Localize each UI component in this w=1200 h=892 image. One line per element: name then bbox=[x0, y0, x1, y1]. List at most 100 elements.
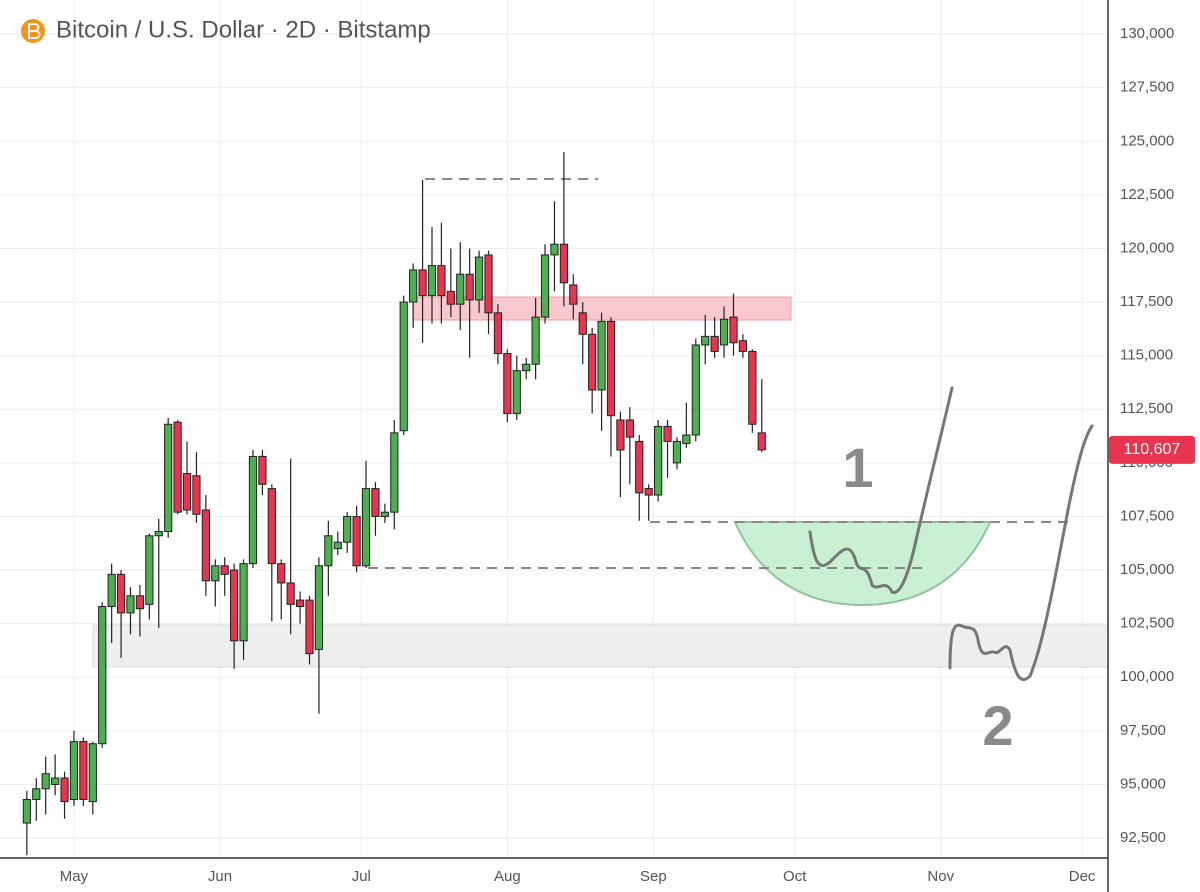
path-sketch bbox=[948, 424, 1094, 682]
candle-body bbox=[60, 777, 69, 803]
y-tick-label: 95,000 bbox=[1120, 775, 1166, 792]
candle-body bbox=[51, 777, 60, 785]
candle-body bbox=[465, 273, 474, 301]
candle-body bbox=[380, 511, 389, 517]
candle-body bbox=[446, 290, 455, 305]
candle-body bbox=[578, 312, 587, 335]
y-tick-label: 130,000 bbox=[1120, 25, 1174, 42]
candle-body bbox=[616, 419, 625, 451]
y-tick-label: 120,000 bbox=[1120, 239, 1174, 256]
candle-body bbox=[248, 455, 258, 565]
candle-body bbox=[32, 788, 41, 800]
y-tick-label: 115,000 bbox=[1120, 347, 1173, 364]
candle-body bbox=[644, 488, 653, 496]
y-tick-label: 97,500 bbox=[1120, 722, 1166, 739]
y-tick-label: 112,500 bbox=[1120, 400, 1173, 417]
x-tick-label: Oct bbox=[783, 868, 807, 885]
candle-body bbox=[230, 569, 239, 642]
last-price-label: 110,607 bbox=[1124, 441, 1181, 458]
y-tick-label: 127,500 bbox=[1120, 79, 1174, 96]
candle-body bbox=[173, 421, 182, 513]
candle-body bbox=[277, 563, 286, 584]
candle-body bbox=[390, 432, 399, 513]
candle-body bbox=[352, 515, 361, 567]
scenario-label: 1 bbox=[842, 436, 873, 499]
candle-body bbox=[258, 455, 267, 485]
candle-body bbox=[635, 440, 644, 494]
candle-body bbox=[126, 595, 135, 614]
y-tick-label: 125,000 bbox=[1120, 132, 1174, 149]
candle-body bbox=[672, 440, 682, 464]
candle-body bbox=[69, 741, 79, 800]
candle-body bbox=[663, 425, 672, 442]
bowl-zone bbox=[733, 521, 992, 607]
candle-body bbox=[154, 530, 163, 537]
candle-body bbox=[597, 320, 606, 391]
candle-body bbox=[456, 273, 465, 305]
y-tick-label: 107,500 bbox=[1120, 507, 1174, 524]
x-tick-label: Dec bbox=[1069, 868, 1096, 885]
candle-body bbox=[559, 243, 568, 284]
candle-body bbox=[22, 798, 31, 824]
candle-body bbox=[107, 573, 116, 608]
axes: 92,500 95,000 97,500 100,000 102,500 105,000 1… bbox=[60, 25, 1195, 885]
candle-body bbox=[493, 312, 503, 355]
candle-body bbox=[540, 254, 550, 318]
candle-body bbox=[691, 344, 700, 436]
candle-body bbox=[437, 265, 446, 297]
candle-body bbox=[361, 488, 371, 567]
y-tick-label: 102,500 bbox=[1120, 615, 1174, 632]
candle-body bbox=[569, 284, 578, 305]
candle-body bbox=[324, 535, 333, 567]
candle-body bbox=[531, 316, 540, 365]
candle-body bbox=[512, 370, 521, 415]
candle-body bbox=[211, 565, 220, 582]
x-tick-label: Nov bbox=[927, 868, 954, 885]
candle-body bbox=[409, 269, 418, 303]
coin-icon-glyph bbox=[28, 23, 41, 39]
candle-body bbox=[710, 335, 719, 352]
candle-body bbox=[201, 509, 210, 582]
candle-body bbox=[701, 335, 710, 346]
candles bbox=[22, 152, 766, 856]
candle-body bbox=[418, 269, 427, 297]
candle-body bbox=[522, 363, 531, 372]
x-tick-label: Aug bbox=[494, 868, 521, 885]
candle-body bbox=[427, 265, 437, 297]
candle-body bbox=[729, 316, 738, 344]
candle-body bbox=[503, 353, 512, 415]
candle-body bbox=[371, 488, 380, 517]
candle-body bbox=[606, 320, 616, 417]
candle-body bbox=[135, 595, 145, 610]
x-tick-label: Sep bbox=[640, 868, 667, 885]
candle-body bbox=[588, 333, 597, 391]
candle-body bbox=[343, 515, 352, 543]
y-tick-label: 92,500 bbox=[1120, 829, 1166, 846]
candle-body bbox=[305, 599, 314, 655]
last-price-box bbox=[1109, 435, 1195, 464]
candle-body bbox=[484, 254, 493, 314]
candle-body bbox=[41, 773, 50, 790]
candle-body bbox=[220, 565, 229, 575]
candle-body bbox=[719, 318, 729, 346]
candle-body bbox=[333, 541, 342, 550]
y-tick-label: 105,000 bbox=[1120, 561, 1174, 578]
candle-body bbox=[239, 563, 248, 642]
candle-body bbox=[738, 340, 748, 352]
candle-body bbox=[116, 573, 126, 614]
candle-body bbox=[182, 473, 192, 511]
candle-body bbox=[164, 423, 173, 532]
candle-body bbox=[267, 488, 276, 565]
scenario-label: 2 bbox=[982, 694, 1013, 757]
candle-body bbox=[474, 256, 484, 301]
path-sketch bbox=[808, 386, 954, 594]
candle-body bbox=[314, 565, 324, 650]
candle-body bbox=[88, 743, 97, 803]
y-tick-label: 122,500 bbox=[1120, 186, 1174, 203]
chart-title: Bitcoin / U.S. Dollar · 2D · Bitstamp bbox=[56, 16, 431, 43]
candle-body bbox=[757, 432, 766, 451]
candle-body bbox=[79, 741, 88, 800]
candle-body bbox=[192, 475, 201, 515]
